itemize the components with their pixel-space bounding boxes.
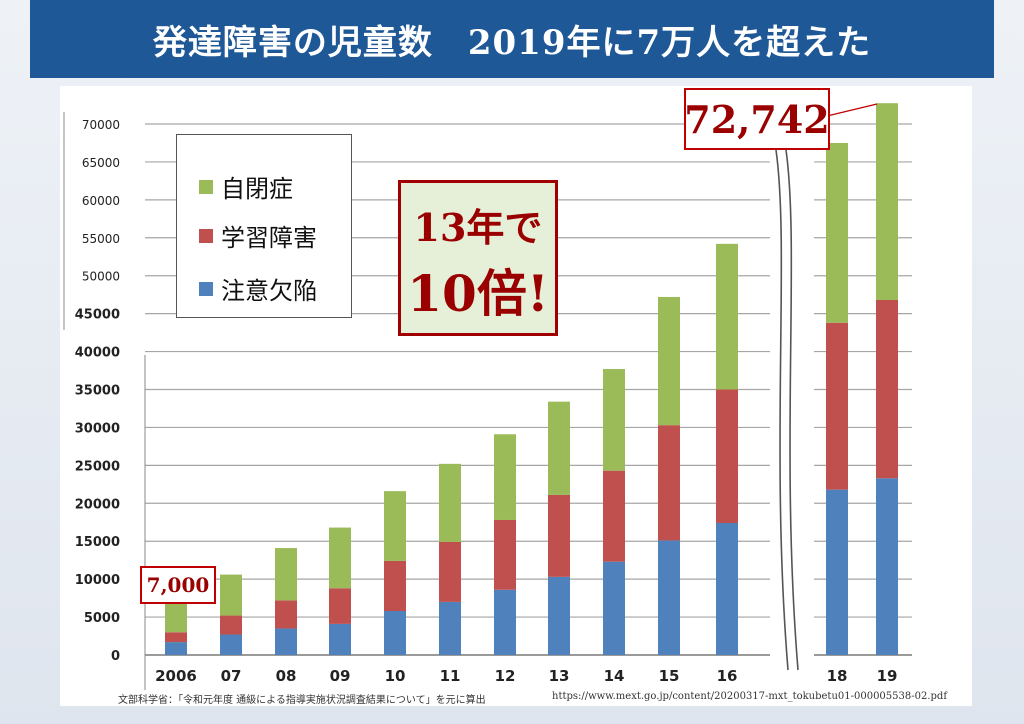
bar-11-series-1 — [439, 541, 461, 602]
x-tick-label: 15 — [659, 667, 680, 685]
bar-13-series-1 — [548, 494, 570, 577]
bar-15-series-1 — [658, 425, 680, 541]
bar-15-series-0 — [658, 540, 680, 655]
bar-08-series-1 — [275, 600, 297, 629]
y-tick-label: 40000 — [75, 346, 120, 361]
x-tick-label: 14 — [604, 667, 625, 685]
bar-07-series-0 — [220, 634, 242, 655]
source-citation: 文部科学省：「令和元年度 通級による指導実施状況調査結果について」を元に算出 — [118, 695, 486, 706]
bar-08-series-2 — [275, 548, 297, 601]
x-tick-label: 10 — [385, 667, 406, 685]
bar-2006-series-2 — [165, 601, 187, 633]
bar-13-series-0 — [548, 576, 570, 655]
y-tick-label: 0 — [111, 649, 120, 664]
legend-swatch-autism — [199, 179, 213, 194]
y-tick-label: 25000 — [75, 459, 120, 474]
total-2006-label: 7,000 — [146, 573, 210, 597]
axis-break-mark-right — [785, 149, 799, 671]
y-tick-label: 5000 — [84, 611, 120, 626]
y-tick-label: 10000 — [75, 573, 120, 588]
y-tick-label: 35000 — [75, 384, 120, 399]
total-2019-callout: 72,742 — [684, 88, 830, 150]
y-tick-label: 55000 — [82, 232, 120, 246]
bar-07-series-2 — [220, 574, 242, 616]
x-tick-label: 13 — [549, 667, 570, 685]
bar-07-series-1 — [220, 615, 242, 635]
bar-09-series-0 — [329, 623, 351, 655]
bar-16-series-2 — [716, 243, 738, 390]
bar-11-series-0 — [439, 601, 461, 655]
y-tick-label: 20000 — [75, 497, 120, 512]
bar-12-series-0 — [494, 589, 516, 655]
bar-10-series-1 — [384, 560, 406, 612]
growth-callout: 13年で 10倍! — [398, 180, 558, 336]
bar-19-series-1 — [876, 299, 898, 479]
total-2019-label: 72,742 — [684, 96, 830, 142]
bar-12-series-1 — [494, 519, 516, 590]
axis-break-mark-left — [775, 149, 789, 671]
x-tick-label: 07 — [221, 667, 242, 685]
bar-11-series-2 — [439, 463, 461, 542]
legend-label-learning: 学習障害 — [221, 224, 317, 252]
y-tick-label: 50000 — [82, 270, 120, 284]
bar-16-series-1 — [716, 389, 738, 524]
x-tick-label: 09 — [330, 667, 351, 685]
x-tick-label: 11 — [440, 667, 461, 685]
bar-16-series-0 — [716, 523, 738, 655]
bar-09-series-2 — [329, 527, 351, 589]
growth-callout-line1: 13年で — [413, 205, 543, 250]
x-tick-label: 18 — [827, 667, 848, 685]
x-tick-label: 08 — [276, 667, 297, 685]
legend-label-autism: 自閉症 — [221, 175, 293, 203]
y-tick-label: 30000 — [75, 421, 120, 436]
total-2006-callout: 7,000 — [140, 566, 216, 604]
source-url[interactable]: https://www.mext.go.jp/content/20200317-… — [552, 691, 948, 702]
legend-swatch-learning — [199, 228, 213, 243]
legend-item-attention: 注意欠陥 — [199, 271, 317, 306]
callout-leader-line — [826, 103, 878, 117]
bar-10-series-2 — [384, 491, 406, 561]
x-tick-label: 16 — [717, 667, 738, 685]
bar-18-series-0 — [826, 489, 848, 655]
bar-19-series-0 — [876, 478, 898, 655]
bar-2006-series-1 — [165, 632, 187, 643]
legend-item-learning: 学習障害 — [199, 218, 317, 253]
bar-18-series-1 — [826, 322, 848, 490]
legend-label-attention: 注意欠陥 — [221, 277, 317, 305]
y-tick-label: 15000 — [75, 535, 120, 550]
bar-18-series-2 — [826, 142, 848, 323]
y-tick-label: 45000 — [75, 308, 120, 323]
bar-14-series-0 — [603, 561, 625, 655]
legend-item-autism: 自閉症 — [199, 169, 293, 204]
bar-19-series-2 — [876, 103, 898, 300]
legend: 自閉症 学習障害 注意欠陥 — [176, 134, 352, 318]
bar-09-series-1 — [329, 588, 351, 624]
x-tick-label: 19 — [877, 667, 898, 685]
growth-callout-line2: 10倍! — [407, 264, 549, 323]
bar-08-series-0 — [275, 628, 297, 655]
bar-14-series-2 — [603, 369, 625, 471]
title-banner: 発達障害の児童数 2019年に7万人を超えた — [30, 0, 994, 78]
page-title: 発達障害の児童数 2019年に7万人を超えた — [152, 22, 872, 63]
x-tick-label: 12 — [495, 667, 516, 685]
y-tick-label: 60000 — [82, 194, 120, 208]
bar-10-series-0 — [384, 611, 406, 655]
legend-swatch-attention — [199, 281, 213, 296]
y-tick-label: 70000 — [82, 118, 120, 132]
bar-12-series-2 — [494, 434, 516, 520]
bar-14-series-1 — [603, 470, 625, 562]
x-tick-label: 2006 — [155, 667, 197, 685]
bar-2006-series-0 — [165, 642, 187, 655]
bar-15-series-2 — [658, 296, 680, 426]
y-tick-label: 65000 — [82, 156, 120, 170]
bar-13-series-2 — [548, 401, 570, 495]
